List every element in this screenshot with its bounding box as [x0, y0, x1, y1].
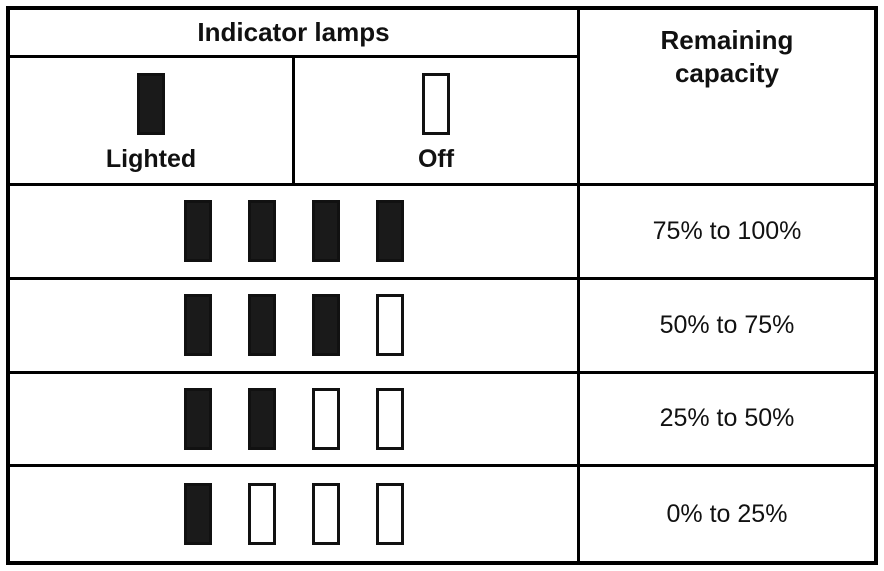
- capacity-text: 0% to 25%: [666, 499, 788, 528]
- capacity-value-50-75: 50% to 75%: [580, 279, 874, 374]
- remaining-capacity-header: Remaining capacity: [580, 10, 874, 186]
- capacity-text: 25% to 50%: [659, 404, 795, 433]
- lamp-on-icon: [375, 200, 404, 263]
- legend-lighted-cell: Lighted: [10, 58, 295, 186]
- lamps-row-25-50: [10, 373, 580, 468]
- lamp-on-icon: [183, 483, 212, 546]
- capacity-value-25-50: 25% to 50%: [580, 373, 874, 468]
- lamp-on-icon: [247, 200, 276, 263]
- lamp-off-icon: [422, 73, 450, 135]
- capacity-text: 50% to 75%: [659, 310, 795, 339]
- lamps-row-75-100: [10, 186, 580, 280]
- legend-off-label: Off: [417, 145, 455, 173]
- lamp-off-icon: [311, 387, 340, 450]
- table-grid: Indicator lamps Remaining capacity Light…: [10, 10, 874, 561]
- lamp-off-icon: [247, 483, 276, 546]
- capacity-text: 75% to 100%: [652, 216, 802, 245]
- indicator-capacity-table: Indicator lamps Remaining capacity Light…: [6, 6, 878, 565]
- lamps-row-0-25: [10, 467, 580, 561]
- lamp-on-icon: [311, 200, 340, 263]
- lamp-on-icon: [183, 387, 212, 450]
- lamp-on-icon: [183, 294, 212, 357]
- lamp-on-icon: [247, 294, 276, 357]
- indicator-lamps-header: Indicator lamps: [10, 10, 580, 58]
- indicator-lamps-header-label: Indicator lamps: [197, 17, 390, 47]
- legend-off-cell: Off: [295, 58, 580, 186]
- lamp-off-icon: [375, 387, 404, 450]
- lamps-row-50-75: [10, 279, 580, 374]
- legend-lighted-label: Lighted: [105, 145, 197, 173]
- capacity-value-0-25: 0% to 25%: [580, 467, 874, 561]
- lamp-on-icon: [183, 200, 212, 263]
- lamp-on-icon: [311, 294, 340, 357]
- lamp-off-icon: [375, 483, 404, 546]
- lamp-on-icon: [137, 73, 165, 135]
- remaining-capacity-header-label: Remaining capacity: [660, 25, 794, 88]
- lamp-on-icon: [247, 387, 276, 450]
- lamp-off-icon: [311, 483, 340, 546]
- capacity-value-75-100: 75% to 100%: [580, 186, 874, 280]
- lamp-off-icon: [375, 294, 404, 357]
